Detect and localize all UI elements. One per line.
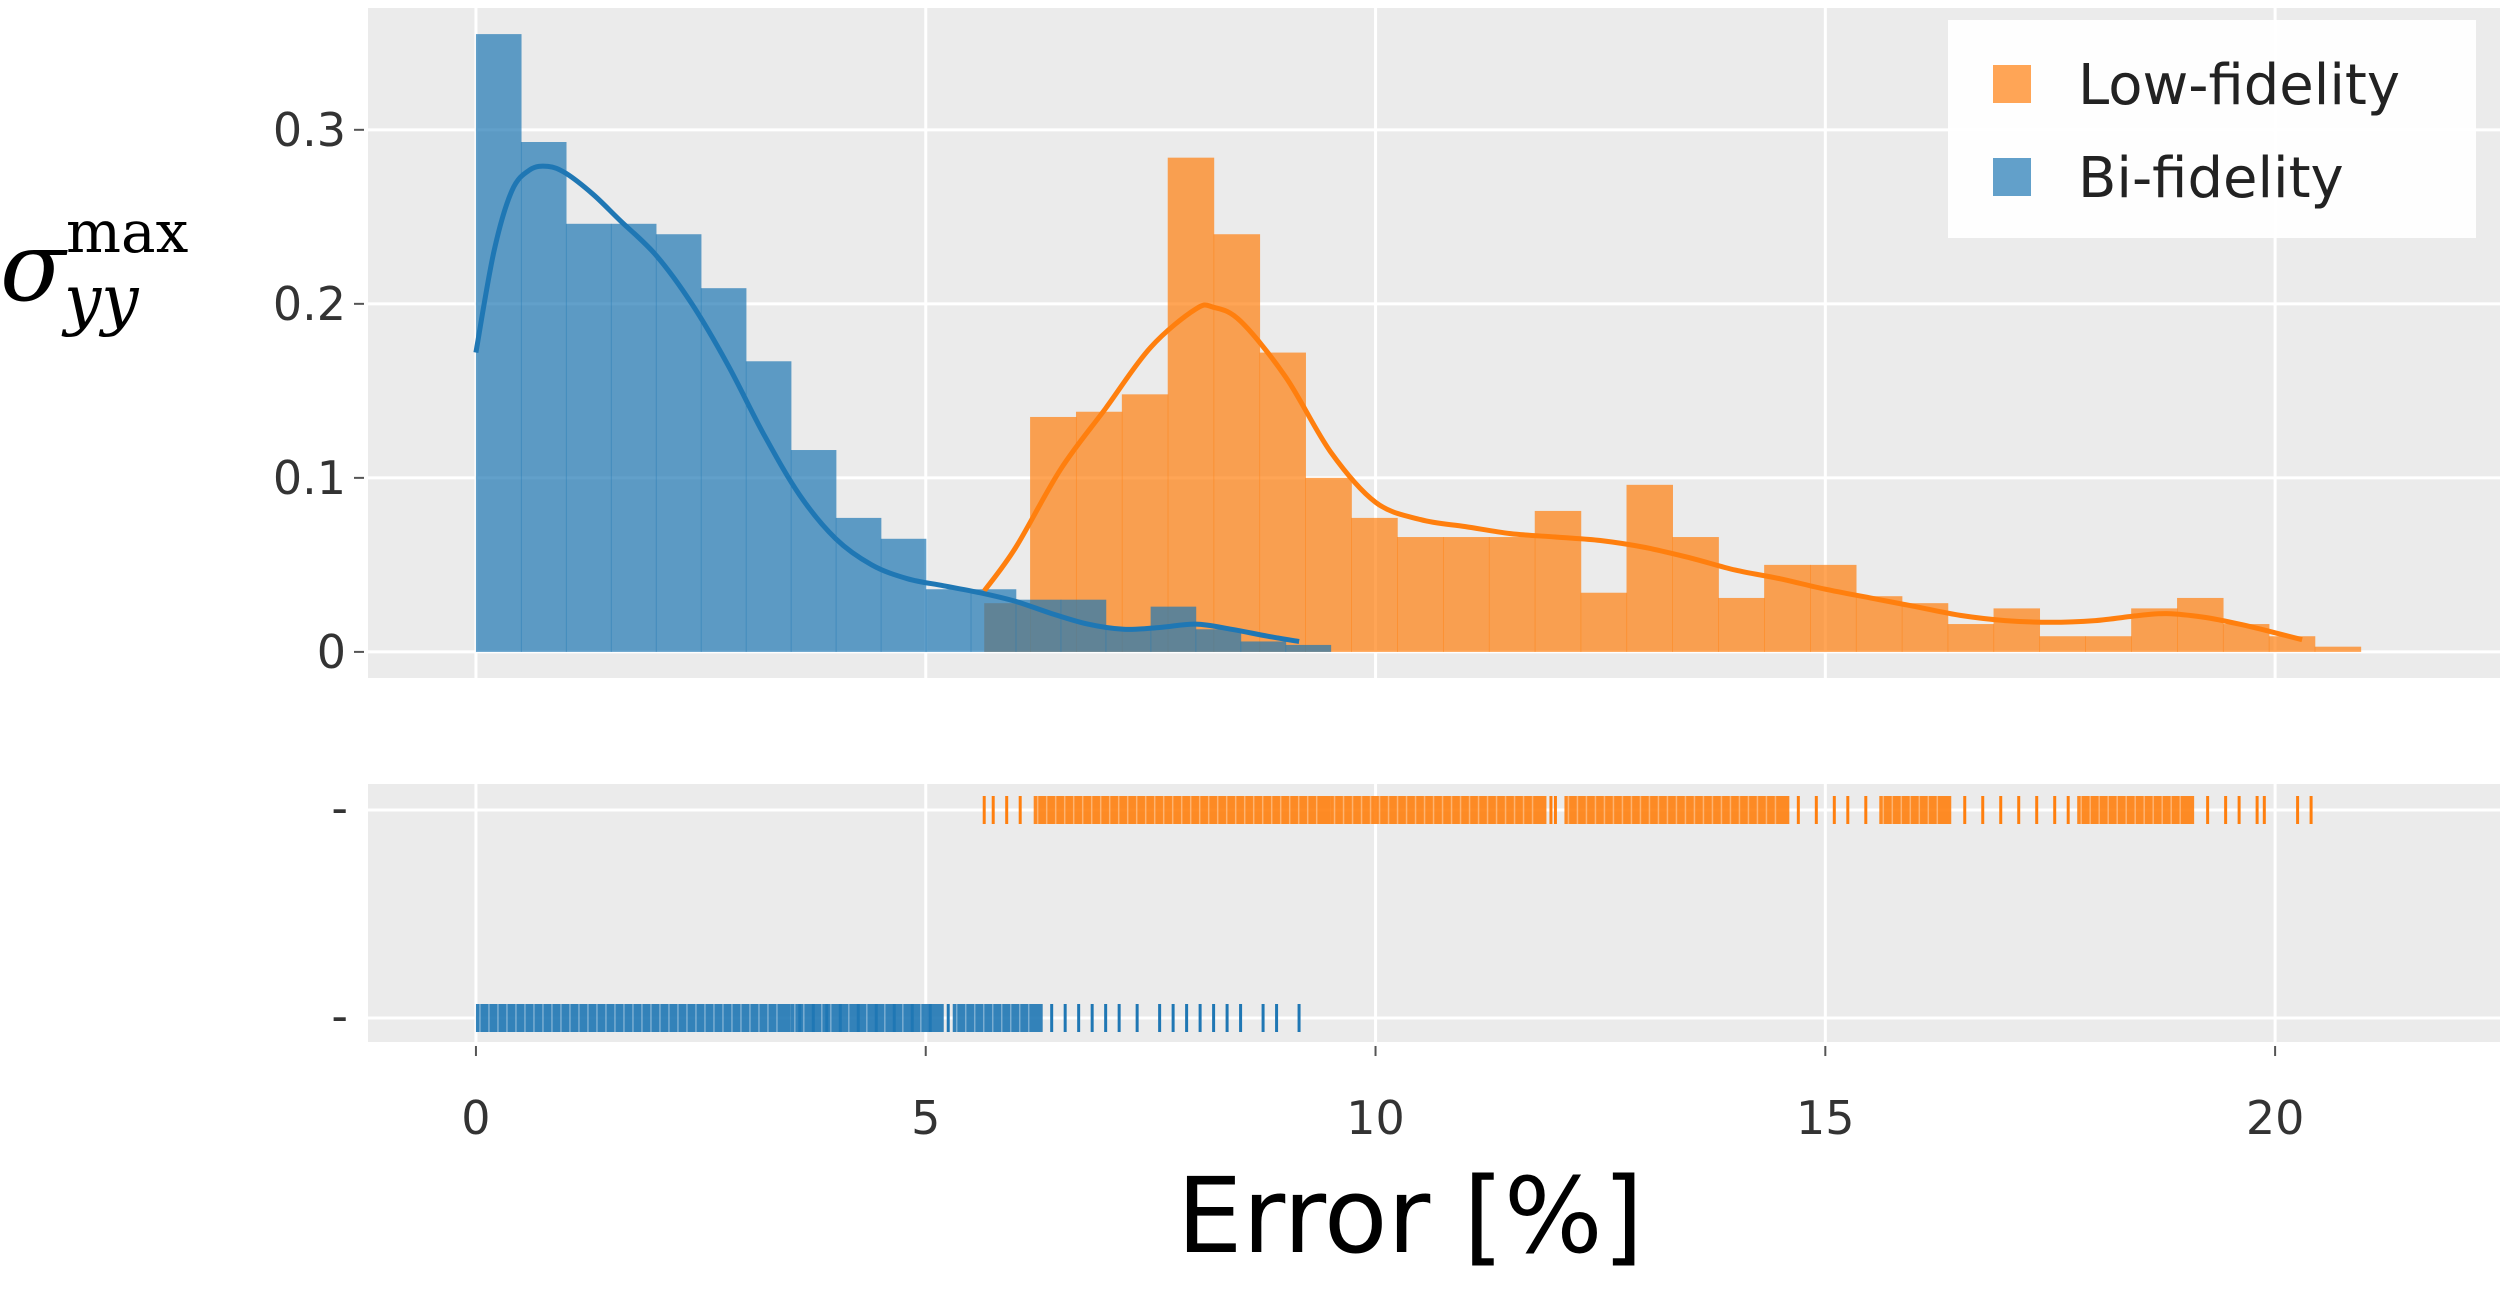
y-tick-label-3: 0.3 bbox=[273, 103, 346, 157]
x-tick-label-2: 10 bbox=[1346, 1091, 1405, 1145]
low-fidelity-bar-22 bbox=[1993, 608, 2041, 652]
bi-fidelity-kde-line bbox=[473, 163, 1300, 644]
low-fidelity-rug-dense-3 bbox=[1879, 796, 1952, 824]
legend: Low-fidelity Bi-fidelity bbox=[1948, 20, 2476, 238]
bi-fidelity-rug-dense-1 bbox=[790, 1004, 944, 1032]
low-fidelity-bar-4 bbox=[1167, 157, 1215, 652]
bi-fidelity-bar-3 bbox=[610, 223, 657, 652]
bi-fidelity-rug-dense-2 bbox=[952, 1004, 1043, 1032]
x-axis-label: Error [%] bbox=[1177, 1155, 1644, 1277]
low-fidelity-bar-13 bbox=[1580, 592, 1628, 652]
low-fidelity-rug-dense-1 bbox=[1330, 796, 1547, 824]
low-fidelity-bar-11 bbox=[1488, 537, 1536, 652]
bi-fidelity-bar-14 bbox=[1105, 629, 1152, 652]
low-fidelity-bar-9 bbox=[1397, 537, 1444, 652]
legend-box bbox=[1948, 20, 2476, 238]
low-fidelity-bar-12 bbox=[1534, 510, 1582, 652]
bi-fidelity-bar-8 bbox=[835, 517, 882, 652]
x-tick-label-4: 20 bbox=[2246, 1091, 2305, 1145]
bi-fidelity-bar-4 bbox=[655, 234, 702, 652]
bi-fidelity-bar-2 bbox=[565, 223, 612, 652]
low-fidelity-bar-29 bbox=[2314, 646, 2362, 652]
low-fidelity-bar-26 bbox=[2177, 597, 2224, 652]
y-axis-ticks: 0 0.1 0.2 0.3 bbox=[273, 103, 364, 679]
bi-fidelity-bar-7 bbox=[790, 450, 837, 652]
low-fidelity-bar-21 bbox=[1947, 624, 1995, 652]
low-fidelity-rug-dense-0 bbox=[1033, 796, 1331, 824]
low-fidelity-rug-dense-2 bbox=[1564, 796, 1790, 824]
y-tick-label-2: 0.2 bbox=[273, 277, 346, 331]
legend-swatch-low-fidelity bbox=[1993, 65, 2031, 103]
y-axis-label-subscript: yy bbox=[61, 261, 139, 338]
y-axis-label-symbol: σ bbox=[0, 211, 68, 323]
low-fidelity-bar-10 bbox=[1442, 537, 1490, 652]
low-fidelity-bar-6 bbox=[1259, 352, 1306, 652]
rug-panel-background bbox=[368, 784, 2500, 1042]
bi-fidelity-bar-5 bbox=[700, 288, 747, 652]
low-fidelity-bar-24 bbox=[2085, 636, 2132, 652]
rug-y-tick-label-0: - bbox=[331, 781, 348, 835]
low-fidelity-rug bbox=[982, 796, 2313, 824]
low-fidelity-bar-7 bbox=[1305, 477, 1352, 652]
y-tick-label-0: 0 bbox=[317, 625, 346, 679]
low-fidelity-bar-14 bbox=[1626, 484, 1673, 652]
x-tick-label-3: 15 bbox=[1796, 1091, 1855, 1145]
legend-label-low-fidelity: Low-fidelity bbox=[2078, 53, 2400, 118]
bi-fidelity-rug-dense-0 bbox=[475, 1004, 791, 1032]
low-fidelity-kde-line bbox=[982, 302, 2303, 643]
bi-fidelity-bar-10 bbox=[925, 589, 972, 652]
y-axis-label-superscript: max bbox=[66, 198, 188, 266]
bi-fidelity-bar-9 bbox=[880, 538, 927, 652]
bi-fidelity-bar-1 bbox=[520, 142, 567, 652]
low-fidelity-bar-8 bbox=[1351, 517, 1398, 652]
low-fidelity-rug-dense-4 bbox=[2077, 796, 2195, 824]
low-fidelity-bar-18 bbox=[1810, 564, 1857, 652]
bi-fidelity-bar-18 bbox=[1285, 644, 1332, 652]
y-tick-label-1: 0.1 bbox=[273, 451, 346, 505]
bi-fidelity-bar-17 bbox=[1240, 641, 1287, 652]
x-axis-ticks: 0 5 10 15 20 bbox=[461, 1046, 2304, 1145]
bi-fidelity-bar-0 bbox=[475, 34, 522, 652]
bi-fidelity-bar-16 bbox=[1195, 629, 1242, 652]
low-fidelity-bar-23 bbox=[2039, 636, 2086, 652]
low-fidelity-bar-19 bbox=[1855, 596, 1903, 652]
bi-fidelity-rug bbox=[475, 1004, 1301, 1032]
y-axis-label: σ max yy bbox=[0, 198, 188, 338]
x-tick-label-0: 0 bbox=[461, 1091, 490, 1145]
rug-y-ticks: -- bbox=[331, 781, 348, 1043]
x-tick-label-1: 5 bbox=[911, 1091, 940, 1145]
legend-swatch-bi-fidelity bbox=[1993, 158, 2031, 196]
legend-label-bi-fidelity: Bi-fidelity bbox=[2078, 146, 2344, 211]
bi-fidelity-bar-6 bbox=[745, 361, 792, 652]
low-fidelity-bar-16 bbox=[1718, 597, 1765, 652]
low-fidelity-bar-5 bbox=[1213, 234, 1261, 652]
low-fidelity-bar-28 bbox=[2268, 636, 2316, 652]
rug-y-tick-label-1: - bbox=[331, 989, 348, 1043]
